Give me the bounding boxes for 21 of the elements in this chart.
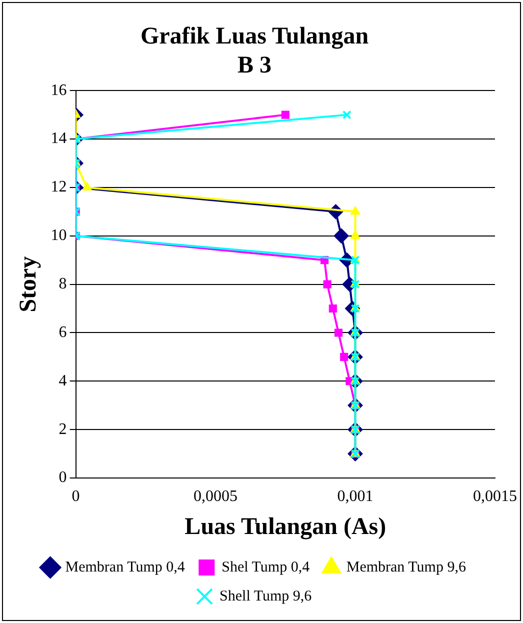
x-tick-label: 0,0005 (194, 488, 238, 505)
y-tick-label: 10 (50, 227, 67, 244)
legend-label: Shel Tump 0,4 (222, 559, 310, 576)
y-tick-label: 14 (50, 130, 67, 148)
legend-label: Membran Tump 9,6 (346, 559, 466, 576)
y-axis-title: Story (16, 256, 42, 312)
y-tick-label: 12 (50, 178, 67, 196)
legend-label: Shell Tump 9,6 (220, 588, 312, 604)
y-tick-label: 8 (58, 276, 67, 293)
text: B 3 (237, 52, 272, 78)
y-tick-label: 6 (58, 324, 67, 341)
y-tick-label: 0 (58, 469, 67, 486)
x-tick-label: 0 (72, 488, 80, 505)
legend-label: Membran Tump 0,4 (65, 559, 186, 576)
x-tick-label: 0,001 (337, 488, 374, 505)
text: Grafik Luas Tulangan (140, 24, 369, 50)
y-tick-label: 2 (58, 420, 67, 438)
y-tick-label: 4 (58, 372, 67, 390)
x-tick-label: 0,0015 (473, 488, 517, 505)
x-axis-title: Luas Tulangan (As) (184, 514, 386, 540)
y-tick-label: 16 (50, 82, 67, 99)
